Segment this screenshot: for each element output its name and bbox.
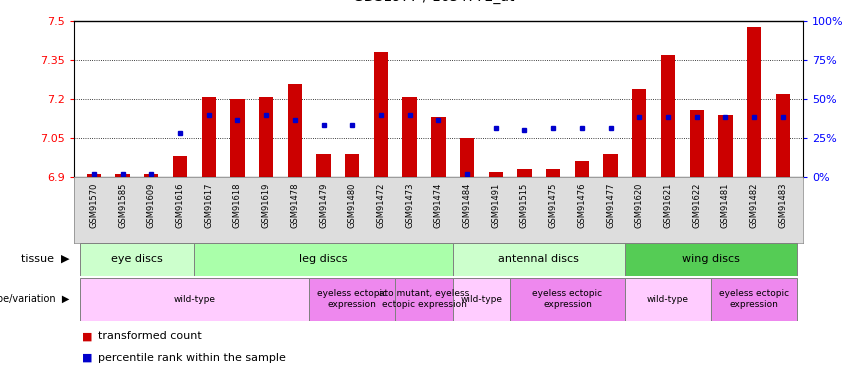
- Bar: [632, 89, 647, 177]
- Text: ■: ■: [82, 352, 93, 363]
- Text: GSM91478: GSM91478: [290, 182, 299, 228]
- Text: GSM91570: GSM91570: [89, 182, 98, 228]
- Bar: [453, 243, 625, 276]
- Text: GSM91480: GSM91480: [348, 182, 357, 228]
- Text: GSM91484: GSM91484: [463, 182, 471, 228]
- Bar: [403, 97, 417, 177]
- Text: antennal discs: antennal discs: [498, 254, 579, 264]
- Text: GSM91618: GSM91618: [233, 182, 242, 228]
- Text: leg discs: leg discs: [299, 254, 348, 264]
- Text: GSM91475: GSM91475: [549, 182, 557, 228]
- Text: GSM91619: GSM91619: [261, 182, 271, 228]
- Text: wild-type: wild-type: [647, 295, 689, 304]
- Bar: [489, 172, 503, 177]
- Text: GSM91621: GSM91621: [663, 182, 673, 228]
- Bar: [460, 138, 474, 177]
- Bar: [546, 169, 561, 177]
- Text: GSM91622: GSM91622: [692, 182, 701, 228]
- Bar: [395, 278, 453, 321]
- Text: GSM91620: GSM91620: [635, 182, 644, 228]
- Bar: [625, 278, 711, 321]
- Text: GSM91616: GSM91616: [175, 182, 185, 228]
- Bar: [80, 243, 194, 276]
- Text: GSM91585: GSM91585: [118, 182, 127, 228]
- Bar: [80, 278, 309, 321]
- Bar: [287, 84, 302, 177]
- Text: genotype/variation  ▶: genotype/variation ▶: [0, 294, 69, 304]
- Bar: [316, 154, 331, 177]
- Text: ato mutant, eyeless
ectopic expression: ato mutant, eyeless ectopic expression: [378, 290, 469, 309]
- Text: percentile rank within the sample: percentile rank within the sample: [98, 352, 286, 363]
- Bar: [603, 154, 618, 177]
- Text: ■: ■: [82, 331, 93, 341]
- Bar: [230, 99, 245, 177]
- Bar: [661, 55, 675, 177]
- Bar: [309, 278, 395, 321]
- Bar: [194, 243, 453, 276]
- Bar: [144, 174, 159, 177]
- Text: transformed count: transformed count: [98, 331, 202, 341]
- Text: GSM91479: GSM91479: [319, 182, 328, 228]
- Text: GSM91617: GSM91617: [204, 182, 214, 228]
- Text: GSM91473: GSM91473: [405, 182, 414, 228]
- Bar: [201, 97, 216, 177]
- Text: eyeless ectopic
expression: eyeless ectopic expression: [532, 290, 602, 309]
- Text: eyeless ectopic
expression: eyeless ectopic expression: [317, 290, 387, 309]
- Text: GDS1977 / 1634772_at: GDS1977 / 1634772_at: [353, 0, 515, 4]
- Text: GSM91515: GSM91515: [520, 182, 529, 228]
- Bar: [517, 169, 531, 177]
- Text: GSM91477: GSM91477: [606, 182, 615, 228]
- Bar: [173, 156, 187, 177]
- Bar: [625, 243, 797, 276]
- Bar: [431, 117, 445, 177]
- Bar: [87, 174, 101, 177]
- Text: eyeless ectopic
expression: eyeless ectopic expression: [719, 290, 789, 309]
- Bar: [115, 174, 129, 177]
- Text: GSM91482: GSM91482: [750, 182, 759, 228]
- Text: GSM91476: GSM91476: [577, 182, 587, 228]
- Text: GSM91472: GSM91472: [377, 182, 385, 228]
- Bar: [776, 94, 790, 177]
- Bar: [718, 115, 733, 177]
- Bar: [711, 278, 797, 321]
- Bar: [689, 110, 704, 177]
- Text: GSM91474: GSM91474: [434, 182, 443, 228]
- Bar: [374, 53, 388, 177]
- Bar: [510, 278, 625, 321]
- Text: GSM91481: GSM91481: [721, 182, 730, 228]
- Text: wild-type: wild-type: [174, 295, 215, 304]
- Bar: [453, 278, 510, 321]
- Text: GSM91483: GSM91483: [779, 182, 787, 228]
- Text: GSM91491: GSM91491: [491, 182, 500, 228]
- Bar: [259, 97, 273, 177]
- Bar: [747, 27, 761, 177]
- Text: wild-type: wild-type: [460, 295, 503, 304]
- Text: eye discs: eye discs: [111, 254, 163, 264]
- Text: GSM91609: GSM91609: [147, 182, 155, 228]
- Text: wing discs: wing discs: [682, 254, 740, 264]
- Bar: [345, 154, 359, 177]
- Text: tissue  ▶: tissue ▶: [21, 254, 69, 264]
- Bar: [575, 161, 589, 177]
